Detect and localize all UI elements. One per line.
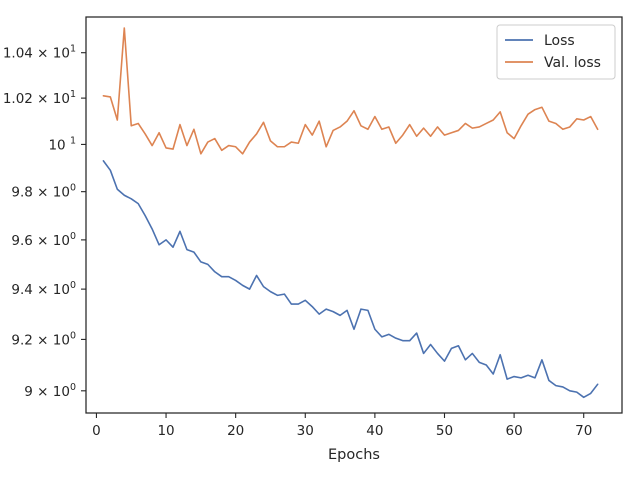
x-tick-label: 0: [92, 423, 101, 439]
y-tick-label: 9 × 100: [24, 382, 76, 400]
x-tick-label: 60: [506, 423, 523, 439]
x-axis-title: Epochs: [328, 447, 380, 463]
y-tick-label: 1.02 × 101: [3, 89, 76, 107]
y-tick-label: 9.2 × 100: [11, 330, 76, 348]
series-layer: [102, 27, 599, 399]
series-line-0: [102, 160, 599, 399]
x-tick-label: 70: [575, 423, 592, 439]
x-tick-label: 30: [297, 423, 314, 439]
y-tick-label: 9.8 × 100: [11, 183, 76, 201]
x-tick-label: 10: [157, 423, 174, 439]
y-tick-label: 9.4 × 100: [11, 280, 76, 298]
y-tick-label: 9.6 × 100: [11, 231, 76, 249]
legend-box: [496, 24, 616, 80]
legend-label-1: Val. loss: [544, 55, 601, 71]
plot-frame: [85, 16, 623, 414]
x-axis: 0 10 20 30 40 50 60 70: [92, 413, 592, 439]
plot-background: [86, 17, 622, 413]
legend: Loss Val. loss: [496, 24, 616, 80]
y-axis: 9 × 100 9.2 × 100 9.4 × 100 9.6 × 100 9.8 × …: [3, 44, 86, 400]
x-tick-label: 20: [227, 423, 244, 439]
x-tick-label: 40: [366, 423, 383, 439]
x-tick-label: 50: [436, 423, 453, 439]
y-tick-label: 10 1: [48, 135, 76, 153]
y-tick-label: 1.04 × 101: [3, 44, 76, 62]
series-line-1: [102, 27, 599, 155]
legend-label-0: Loss: [544, 33, 575, 49]
